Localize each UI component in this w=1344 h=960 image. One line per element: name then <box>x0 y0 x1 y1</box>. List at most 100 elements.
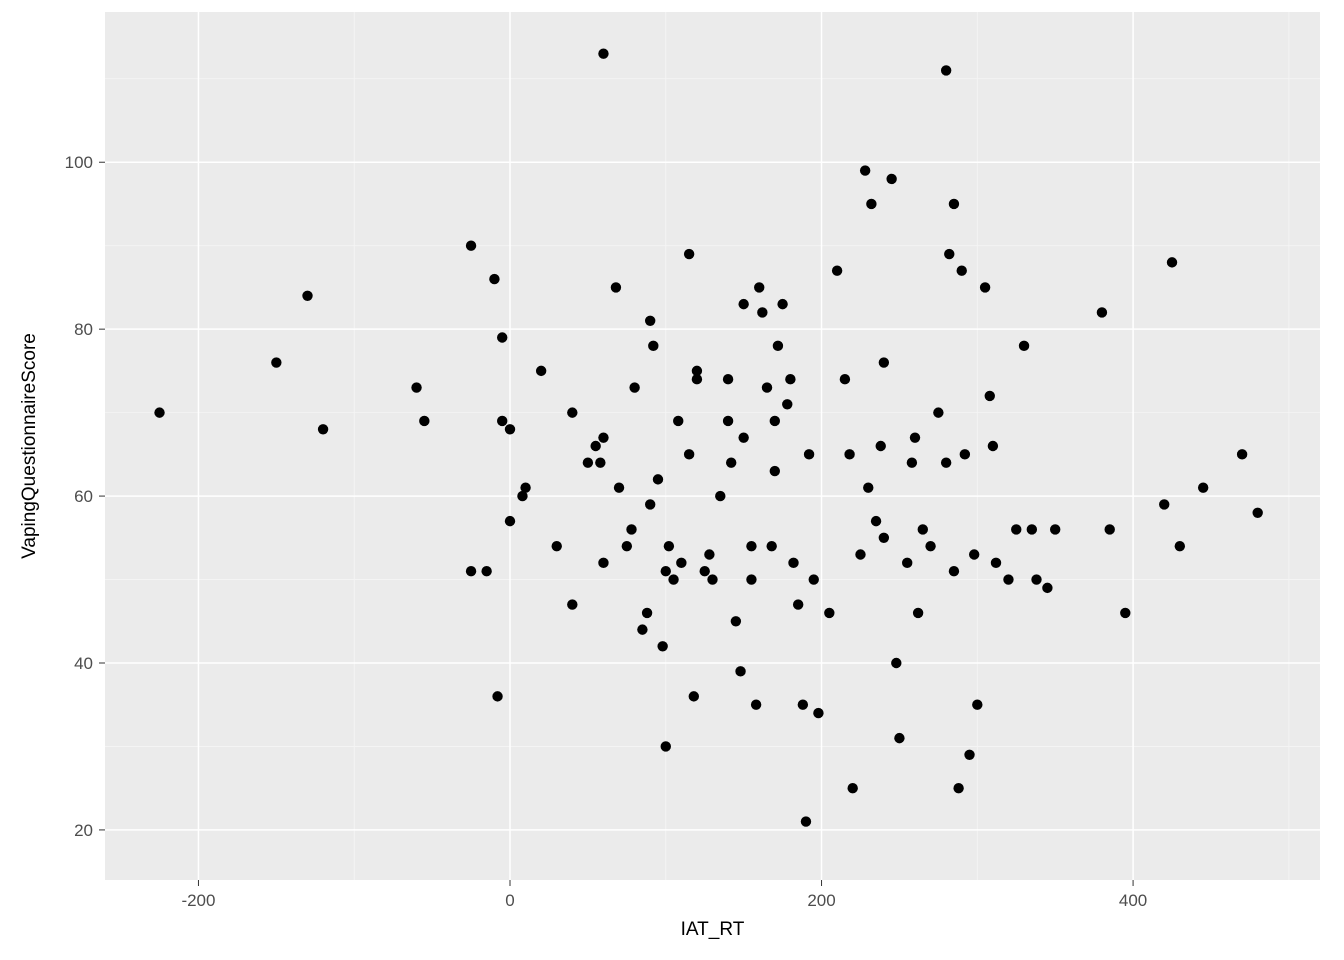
data-point <box>626 524 636 534</box>
data-point <box>813 708 823 718</box>
data-point <box>855 549 865 559</box>
y-tick-label: 100 <box>65 153 93 172</box>
data-point <box>953 783 963 793</box>
data-point <box>629 382 639 392</box>
data-point <box>598 558 608 568</box>
data-point <box>1105 524 1115 534</box>
data-point <box>879 533 889 543</box>
y-tick-label: 40 <box>74 654 93 673</box>
data-point <box>684 249 694 259</box>
data-point <box>536 366 546 376</box>
plot-panel <box>105 12 1320 880</box>
data-point <box>766 541 776 551</box>
data-point <box>876 441 886 451</box>
data-point <box>731 616 741 626</box>
data-point <box>1120 608 1130 618</box>
x-axis-title: IAT_RT <box>681 919 745 940</box>
data-point <box>648 341 658 351</box>
data-point <box>684 449 694 459</box>
data-point <box>991 558 1001 568</box>
data-point <box>879 357 889 367</box>
data-point <box>844 449 854 459</box>
data-point <box>957 266 967 276</box>
data-point <box>949 199 959 209</box>
data-point <box>980 282 990 292</box>
data-point <box>673 416 683 426</box>
data-point <box>754 282 764 292</box>
data-point <box>746 574 756 584</box>
data-point <box>1019 341 1029 351</box>
y-tick-label: 80 <box>74 320 93 339</box>
data-point <box>785 374 795 384</box>
x-tick-label: 0 <box>505 891 514 910</box>
data-point <box>891 658 901 668</box>
data-point <box>154 407 164 417</box>
data-point <box>411 382 421 392</box>
data-point <box>497 332 507 342</box>
data-point <box>419 416 429 426</box>
data-point <box>318 424 328 434</box>
data-point <box>1031 574 1041 584</box>
data-point <box>598 432 608 442</box>
data-point <box>804 449 814 459</box>
data-point <box>1252 508 1262 518</box>
data-point <box>866 199 876 209</box>
data-point <box>1198 483 1208 493</box>
data-point <box>972 700 982 710</box>
data-point <box>598 49 608 59</box>
data-point <box>271 357 281 367</box>
data-point <box>1175 541 1185 551</box>
data-point <box>466 240 476 250</box>
data-point <box>798 700 808 710</box>
data-point <box>925 541 935 551</box>
data-point <box>746 541 756 551</box>
data-point <box>1167 257 1177 267</box>
data-point <box>824 608 834 618</box>
data-point <box>1003 574 1013 584</box>
data-point <box>664 541 674 551</box>
data-point <box>762 382 772 392</box>
data-point <box>809 574 819 584</box>
data-point <box>715 491 725 501</box>
data-point <box>645 499 655 509</box>
data-point <box>988 441 998 451</box>
data-point <box>1027 524 1037 534</box>
chart-svg: -200020040020406080100IAT_RTVapingQuesti… <box>0 0 1344 960</box>
data-point <box>871 516 881 526</box>
data-point <box>676 558 686 568</box>
data-point <box>773 341 783 351</box>
data-point <box>832 266 842 276</box>
data-point <box>726 457 736 467</box>
data-point <box>902 558 912 568</box>
data-point <box>595 457 605 467</box>
data-point <box>964 750 974 760</box>
data-point <box>738 299 748 309</box>
data-point <box>590 441 600 451</box>
data-point <box>944 249 954 259</box>
data-point <box>661 566 671 576</box>
data-point <box>949 566 959 576</box>
data-point <box>505 516 515 526</box>
data-point <box>1097 307 1107 317</box>
data-point <box>661 741 671 751</box>
data-point <box>1042 583 1052 593</box>
data-point <box>700 566 710 576</box>
data-point <box>801 816 811 826</box>
data-point <box>657 641 667 651</box>
data-point <box>653 474 663 484</box>
data-point <box>770 466 780 476</box>
data-point <box>941 65 951 75</box>
data-point <box>645 316 655 326</box>
data-point <box>723 374 733 384</box>
scatter-chart: -200020040020406080100IAT_RTVapingQuesti… <box>0 0 1344 960</box>
data-point <box>492 691 502 701</box>
data-point <box>723 416 733 426</box>
data-point <box>894 733 904 743</box>
x-tick-label: 200 <box>807 891 835 910</box>
data-point <box>611 282 621 292</box>
data-point <box>770 416 780 426</box>
data-point <box>689 691 699 701</box>
data-point <box>863 483 873 493</box>
data-point <box>567 599 577 609</box>
data-point <box>735 666 745 676</box>
